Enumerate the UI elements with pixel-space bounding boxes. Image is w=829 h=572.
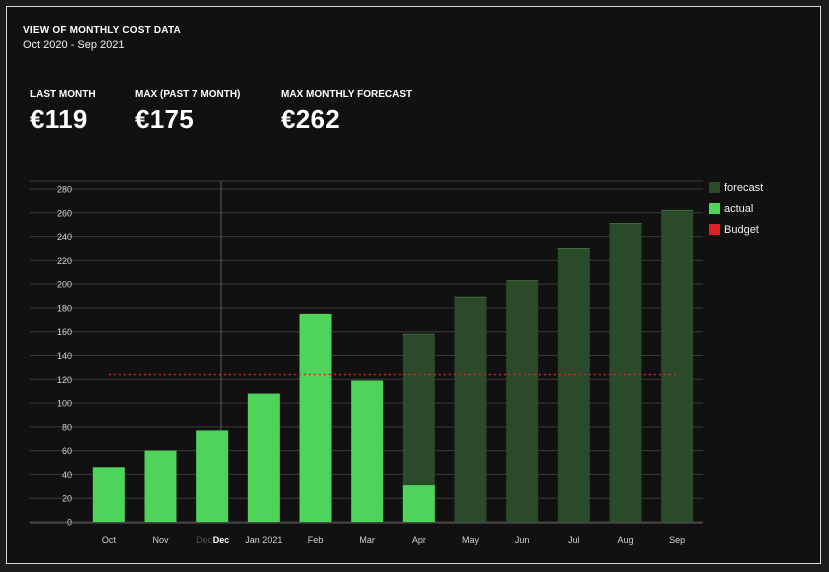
y-tick-label: 200 xyxy=(57,280,72,290)
x-tick-label: Jul xyxy=(568,535,580,545)
x-tick-label: Jun xyxy=(515,535,530,545)
y-tick-label: 240 xyxy=(57,232,72,242)
kpi-max-past: MAX (PAST 7 MONTH) €175 xyxy=(135,89,240,135)
legend: forecast actual Budget xyxy=(709,177,763,240)
budget-swatch xyxy=(709,224,720,235)
forecast-bar xyxy=(661,210,694,522)
y-tick-label: 20 xyxy=(62,494,72,504)
actual-bar xyxy=(402,485,435,522)
actual-bar xyxy=(299,313,332,522)
kpi-last-month: LAST MONTH €119 xyxy=(30,89,96,135)
actual-bar xyxy=(247,393,280,522)
y-tick-label: 100 xyxy=(57,399,72,409)
y-tick-label: 60 xyxy=(62,446,72,456)
actual-bar xyxy=(351,380,384,522)
y-tick-label: 260 xyxy=(57,208,72,218)
legend-label: Budget xyxy=(724,223,759,236)
kpi-label: MAX (PAST 7 MONTH) xyxy=(135,89,241,100)
kpi-value: €262 xyxy=(281,104,341,134)
forecast-bar xyxy=(506,280,539,522)
kpi-label: LAST MONTH xyxy=(30,89,96,100)
x-tick-label: Feb xyxy=(308,535,324,545)
x-tick-label: Aug xyxy=(617,535,633,545)
actual-swatch xyxy=(709,203,720,214)
x-tick-label: May xyxy=(462,535,480,545)
chart-header: VIEW OF MONTHLY COST DATA Oct 2020 - Sep… xyxy=(23,25,181,51)
y-tick-label: 220 xyxy=(57,256,72,266)
actual-bar xyxy=(196,430,229,522)
legend-label: actual xyxy=(724,202,754,215)
x-tick-label: Sep xyxy=(669,535,685,545)
forecast-bar xyxy=(609,223,642,522)
x-tick-label-faded: Dec xyxy=(196,535,213,545)
x-tick-label: Apr xyxy=(412,535,426,545)
y-tick-label: 280 xyxy=(57,185,72,195)
forecast-swatch xyxy=(709,182,720,193)
y-tick-label: 120 xyxy=(57,375,72,385)
legend-item-actual[interactable]: actual xyxy=(709,198,763,219)
y-tick-label: 180 xyxy=(57,303,72,313)
date-range: Oct 2020 - Sep 2021 xyxy=(23,39,125,51)
forecast-bar xyxy=(454,297,487,522)
legend-item-budget[interactable]: Budget xyxy=(709,219,763,240)
kpi-label: MAX MONTHLY FORECAST xyxy=(281,89,413,100)
x-tick-label: Mar xyxy=(359,535,375,545)
kpi-value: €175 xyxy=(135,104,195,134)
y-tick-label: 40 xyxy=(62,470,72,480)
legend-label: forecast xyxy=(724,181,764,194)
hover-label: Dec xyxy=(213,535,230,545)
y-tick-label: 140 xyxy=(57,351,72,361)
forecast-bar xyxy=(557,248,590,522)
legend-item-forecast[interactable]: forecast xyxy=(709,177,763,198)
kpi-max-forecast: MAX MONTHLY FORECAST €262 xyxy=(281,89,412,135)
x-tick-label: Nov xyxy=(152,535,169,545)
kpi-value: €119 xyxy=(30,104,88,134)
y-tick-label: 80 xyxy=(62,422,72,432)
y-tick-label: 160 xyxy=(57,327,72,337)
actual-bar xyxy=(144,450,177,522)
chart-title: VIEW OF MONTHLY COST DATA xyxy=(23,25,181,36)
x-tick-label: Oct xyxy=(102,535,117,545)
x-tick-label: Jan 2021 xyxy=(245,535,282,545)
actual-bar xyxy=(92,467,125,522)
